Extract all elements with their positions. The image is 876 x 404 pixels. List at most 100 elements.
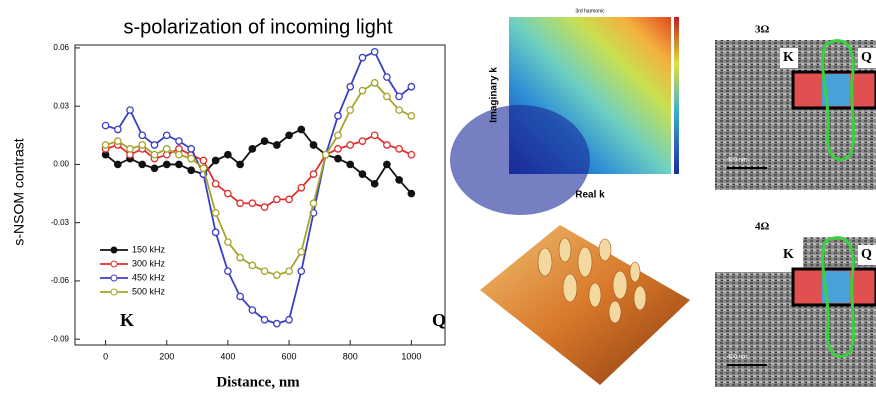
data-point [260, 315, 269, 324]
data-point [297, 125, 306, 134]
data-point [370, 179, 379, 188]
data-point [370, 47, 379, 56]
data-point [358, 53, 367, 62]
data-point [138, 131, 147, 140]
data-point [285, 131, 293, 140]
data-point [407, 150, 416, 159]
data-point [211, 209, 220, 217]
data-point [260, 267, 269, 276]
data-point [138, 160, 147, 169]
data-point [260, 137, 269, 145]
legend-label: 500 kHz [132, 286, 166, 296]
data-point [236, 292, 244, 301]
legend-label: 450 kHz [132, 272, 166, 282]
label-bg [715, 5, 803, 40]
data-point [383, 160, 391, 169]
snom-panels: 3Ω K Q 400 nm 4Ω K Q 400 nm [715, 5, 876, 387]
data-point [383, 141, 391, 149]
data-point [211, 228, 220, 237]
data-point [383, 92, 391, 101]
k-label: K [783, 50, 794, 65]
colorbar [674, 17, 679, 174]
data-point [162, 145, 171, 153]
y-tick-label: -0.03 [51, 218, 70, 227]
data-point [309, 199, 318, 208]
data-point [370, 131, 379, 140]
data-point [358, 170, 367, 178]
data-point [395, 92, 403, 101]
k-bg [780, 245, 798, 265]
data-point [272, 195, 281, 204]
legend-label: 300 kHz [132, 258, 166, 268]
legend-marker [110, 246, 118, 254]
data-point [248, 261, 257, 270]
data-point [150, 164, 159, 173]
panel-label: 3Ω [755, 24, 770, 36]
y-tick-label: -0.09 [51, 334, 70, 343]
data-point [395, 176, 403, 184]
data-point [358, 137, 367, 145]
data-point [236, 160, 244, 169]
data-point [175, 137, 183, 145]
x-tick-label: 600 [282, 351, 297, 361]
data-point [285, 195, 293, 204]
data-point [224, 189, 232, 198]
data-point [334, 112, 342, 120]
y-tick-label: -0.06 [51, 276, 70, 285]
k-bg [780, 48, 798, 68]
outline [821, 236, 856, 359]
data-point [175, 160, 183, 169]
data-point [162, 131, 171, 140]
data-point [285, 315, 293, 324]
data-point [285, 267, 293, 276]
q-label: Q [861, 50, 872, 65]
data-point [113, 160, 122, 169]
data-point [334, 131, 342, 140]
x-axis-label: Distance, nm [216, 374, 300, 390]
q-label: Q [861, 247, 872, 262]
afm-image [480, 225, 690, 385]
data-point [126, 145, 134, 153]
data-point [272, 319, 281, 328]
data-point [346, 106, 355, 114]
k-label: K [783, 247, 794, 262]
data-point [346, 141, 355, 149]
data-point [248, 306, 257, 314]
x-tick-label: 400 [220, 351, 235, 361]
heatmap-region [450, 105, 590, 215]
data-point [101, 141, 110, 149]
data-point [321, 150, 330, 159]
data-point [236, 253, 244, 262]
data-point [395, 106, 403, 114]
y-tick-label: 0.06 [53, 43, 69, 52]
y-axis-label: s-NSOM contrast [11, 138, 27, 245]
x-tick-label: 0 [103, 351, 108, 361]
scale-label: 400 nm [727, 158, 747, 164]
data-point [358, 86, 367, 95]
data-point [248, 145, 257, 153]
data-point [162, 160, 171, 169]
data-point [407, 112, 416, 120]
data-point [138, 141, 147, 149]
x-tick-label: 1000 [401, 351, 421, 361]
data-point [236, 199, 244, 208]
y-tick-label: 0.03 [53, 101, 69, 110]
heatmap-title: 3rd harmonic [575, 8, 605, 14]
data-point [126, 106, 134, 114]
x-tick-label: 200 [159, 351, 174, 361]
data-point [334, 145, 342, 153]
data-point [101, 121, 110, 130]
line-chart: s-polarization of incoming light s-NSOM … [11, 16, 446, 390]
data-point [224, 267, 232, 276]
heatmap-y-label: Imaginary k [489, 67, 500, 123]
data-point [272, 141, 281, 149]
data-point [383, 73, 391, 81]
legend-label: 150 kHz [132, 244, 166, 254]
data-point [260, 203, 269, 211]
x-tick-label: 800 [343, 351, 358, 361]
legend-marker [110, 260, 118, 268]
data-point [187, 154, 196, 163]
data-point [224, 238, 232, 246]
data-point [248, 199, 257, 208]
q-bg [858, 245, 876, 265]
